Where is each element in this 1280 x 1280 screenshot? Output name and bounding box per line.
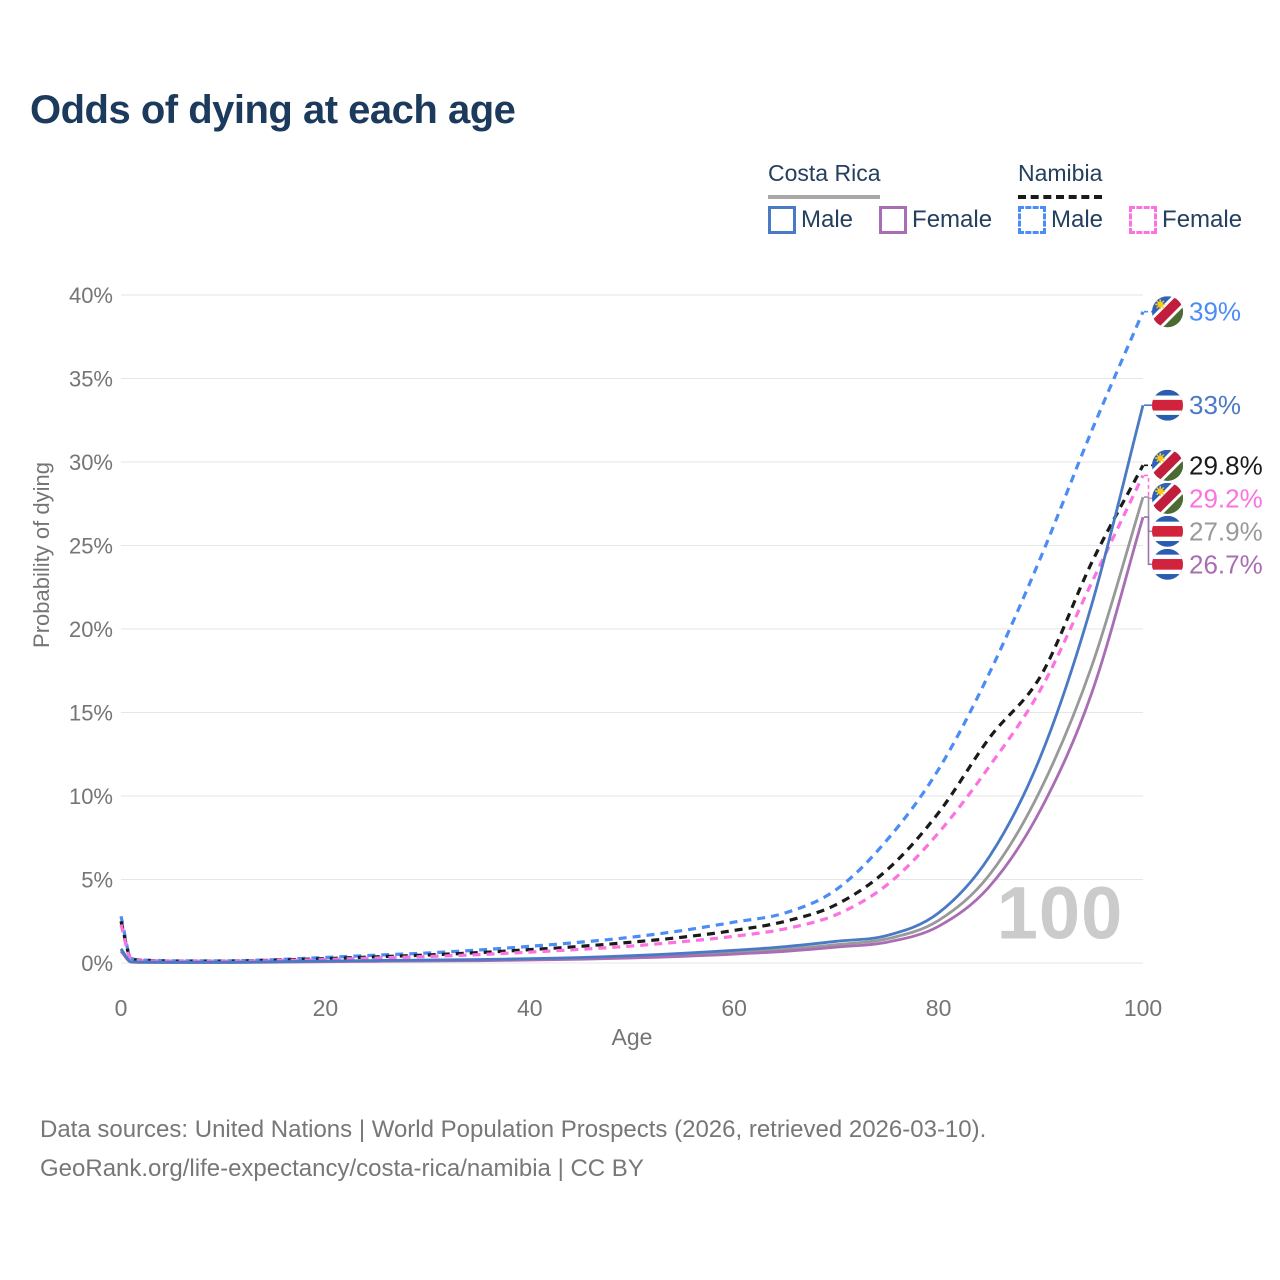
legend-item-namibia-male[interactable]: Male (1018, 206, 1103, 234)
end-label-value: 26.7% (1189, 549, 1263, 579)
end-label-connector (1144, 474, 1152, 500)
legend-group-title-namibia: Namibia (1018, 160, 1103, 199)
footer-data-sources: Data sources: United Nations | World Pop… (40, 1116, 987, 1143)
page-title: Odds of dying at each age (30, 88, 516, 132)
end-label-costa-rica-male: 33% (1144, 390, 1241, 421)
end-label-connector (1144, 516, 1152, 566)
y-tick-label: 25% (69, 534, 113, 559)
end-label-value: 29.2% (1189, 483, 1263, 513)
legend-key-namibia-female (1129, 206, 1158, 234)
legend-item-namibia-female[interactable]: Female (1129, 206, 1242, 234)
series-line-costa-rica-female (119, 516, 1145, 964)
legend-row-namibia: Male Female (1018, 206, 1242, 234)
x-tick-label: 0 (115, 995, 128, 1021)
legend-item-label: Female (1162, 206, 1243, 233)
end-label-namibia-female: 29.2% (1144, 474, 1263, 531)
legend-row-costa-rica: Male Female (768, 206, 992, 234)
watermark-age-100: 100 (996, 871, 1124, 955)
end-label-connector (1144, 496, 1152, 533)
legend-key-costa-rica-female (879, 206, 908, 234)
series-line-costa-rica-male (119, 404, 1145, 964)
end-label-costa-rica-female: 26.7% (1144, 516, 1263, 580)
legend-key-costa-rica-male (768, 206, 796, 234)
legend-group-costa-rica: Costa Rica Male Female (768, 160, 992, 234)
y-tick-label: 40% (69, 283, 113, 308)
legend-item-label: Female (912, 206, 993, 233)
y-tick-label: 20% (69, 617, 113, 642)
legend-group-namibia: Namibia Male Female (1018, 160, 1242, 234)
x-tick-label: 20 (313, 995, 339, 1021)
y-tick-label: 35% (69, 367, 113, 392)
end-label-value: 33% (1189, 390, 1241, 420)
y-tick-label: 5% (81, 868, 113, 893)
legend-item-label: Male (1051, 206, 1104, 233)
series-line-namibia-male (119, 311, 1145, 963)
end-label-namibia-male: 39% (1144, 290, 1241, 345)
x-tick-label: 80 (926, 995, 952, 1021)
y-tick-label: 10% (69, 784, 113, 809)
y-tick-label: 30% (69, 450, 113, 475)
end-label-value: 29.8% (1189, 450, 1263, 480)
x-tick-label: 100 (1124, 995, 1162, 1021)
gridlines: 0% 5% 10% 15% 20% 25% 30% 35% 40% (69, 283, 1143, 976)
footer-attribution: GeoRank.org/life-expectancy/costa-rica/n… (40, 1155, 644, 1182)
costa-rica-flag-icon (1152, 390, 1183, 421)
x-tick-label: 60 (721, 995, 747, 1021)
series-line-costa-rica-both-sexes (119, 496, 1145, 964)
end-label-value: 39% (1189, 297, 1241, 327)
footer: Data sources: United Nations | World Pop… (40, 1110, 986, 1188)
costa-rica-flag-icon (1152, 516, 1183, 547)
y-tick-label: 15% (69, 701, 113, 726)
legend-item-costa-rica-male[interactable]: Male (768, 206, 853, 234)
x-tick-label: 40 (517, 995, 543, 1021)
legend-group-title-costa-rica: Costa Rica (768, 160, 881, 199)
x-axis-title: Age (611, 1024, 653, 1050)
y-tick-label: 0% (81, 951, 113, 976)
end-label-costa-rica-both-sexes: 27.9% (1144, 496, 1263, 547)
costa-rica-flag-icon (1152, 549, 1183, 580)
legend-item-costa-rica-female[interactable]: Female (879, 206, 992, 234)
end-label-value: 27.9% (1189, 516, 1263, 546)
legend-item-label: Male (801, 206, 854, 233)
series-line-namibia-female (119, 474, 1145, 963)
legend-key-namibia-male (1018, 206, 1046, 234)
end-label-namibia-both-sexes: 29.8% (1144, 443, 1263, 498)
